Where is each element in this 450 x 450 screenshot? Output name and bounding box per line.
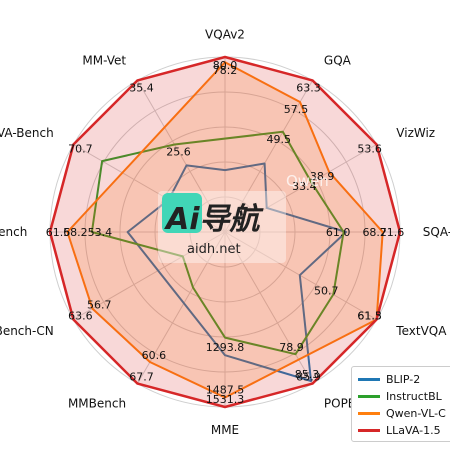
legend-swatch xyxy=(358,395,380,398)
value-label: 61.3 xyxy=(357,310,382,323)
value-label: 78.2 xyxy=(213,64,238,77)
axis-label-pope: POPE xyxy=(324,396,356,410)
value-label: 1487.5 xyxy=(206,384,245,397)
legend-swatch xyxy=(358,378,380,381)
legend-entry: BLIP-2 xyxy=(358,371,450,388)
grid-spoke xyxy=(137,231,226,384)
watermark: Qwen Ai导航 aidh.net xyxy=(158,172,329,263)
value-label: 33.4 xyxy=(292,180,317,193)
watermark-logo-icon xyxy=(162,193,202,233)
watermark-logo-text: Ai导航 xyxy=(164,202,265,237)
value-label: 70.7 xyxy=(68,143,93,156)
value-label: 50.7 xyxy=(314,285,339,298)
value-label: 85.3 xyxy=(295,368,320,381)
value-label: 71.6 xyxy=(380,226,405,239)
axis-label-mm-vet: MM-Vet xyxy=(82,54,126,68)
value-label: 63.3 xyxy=(296,81,321,94)
value-label: 85.9 xyxy=(296,371,321,384)
legend-label: BLIP-2 xyxy=(386,373,421,386)
value-labels: 80.078.2 63.3 57.5 49.5 53.6 38.933.4 71.668.2… xyxy=(46,59,405,406)
axis-label-vqav2: VQAv2 xyxy=(205,27,245,41)
legend-swatch xyxy=(358,412,380,415)
value-label: 53.4 xyxy=(88,226,113,239)
series-blip-2 xyxy=(126,162,348,382)
grid-spoke xyxy=(73,231,226,320)
series-instructblip xyxy=(90,130,345,356)
value-label: 1293.8 xyxy=(206,341,245,354)
value-label: 61.0 xyxy=(326,226,351,239)
value-label: 25.6 xyxy=(166,145,191,158)
axis-labels: VQAv2 GQA VizWiz SQA-II TextVQA POPE MME MMBenc… xyxy=(0,27,450,437)
value-label: 58.2 xyxy=(63,226,88,239)
watermark-ghost-text: Qwen xyxy=(286,172,329,190)
value-label: 1531.3 xyxy=(206,393,245,406)
series-llava-1-5 xyxy=(48,55,402,409)
value-label: 60.6 xyxy=(142,349,167,362)
axis-label-mme: MME xyxy=(211,423,239,437)
value-label: 35.4 xyxy=(129,81,154,94)
axis-label-mmbench-cn: MMBench-CN xyxy=(0,324,54,338)
axis-label-mmbench: MMBench xyxy=(68,396,126,410)
axis-label-sqa-img: SQA-II xyxy=(423,225,450,239)
value-label: 63.6 xyxy=(68,310,93,323)
legend-entry: LLaVA-1.5 xyxy=(358,422,450,439)
legend-swatch xyxy=(358,429,380,432)
value-label: 67.7 xyxy=(129,371,154,384)
value-label: 49.5 xyxy=(267,133,292,146)
axis-label-llava-bench: LLaVA-Bench xyxy=(0,126,54,140)
value-label: 61.6 xyxy=(46,226,71,239)
axis-label-textvqa: TextVQA xyxy=(395,324,447,338)
legend-entry: InstructBL xyxy=(358,388,450,405)
watermark-url: aidh.net xyxy=(187,242,241,257)
legend-entry: Qwen-VL-C xyxy=(358,405,450,422)
axis-label-gqa: GQA xyxy=(324,54,352,68)
grid-spoke xyxy=(224,80,313,233)
value-label: 57.5 xyxy=(284,103,309,116)
value-label: 53.6 xyxy=(357,143,382,156)
grid-spoke xyxy=(224,231,313,384)
axis-label-seed-bench: D-Bench xyxy=(0,225,27,239)
value-label: 80.0 xyxy=(213,59,238,72)
grid-spoke xyxy=(137,80,226,233)
value-label: 78.9 xyxy=(279,341,304,354)
value-label: 68.2 xyxy=(362,226,387,239)
radar-series xyxy=(48,55,402,409)
value-label: 61.5 xyxy=(357,310,382,323)
legend: BLIP-2 InstructBL Qwen-VL-C LLaVA-1.5 xyxy=(351,366,450,442)
legend-label: Qwen-VL-C xyxy=(386,407,446,420)
axis-label-vizwiz: VizWiz xyxy=(396,126,435,140)
legend-label: InstructBL xyxy=(386,390,442,403)
series-qwen-vl-chat xyxy=(66,61,384,399)
value-label: 56.7 xyxy=(87,299,112,312)
legend-label: LLaVA-1.5 xyxy=(386,424,441,437)
value-label: 38.9 xyxy=(310,170,335,183)
grid-spoke xyxy=(224,144,377,233)
